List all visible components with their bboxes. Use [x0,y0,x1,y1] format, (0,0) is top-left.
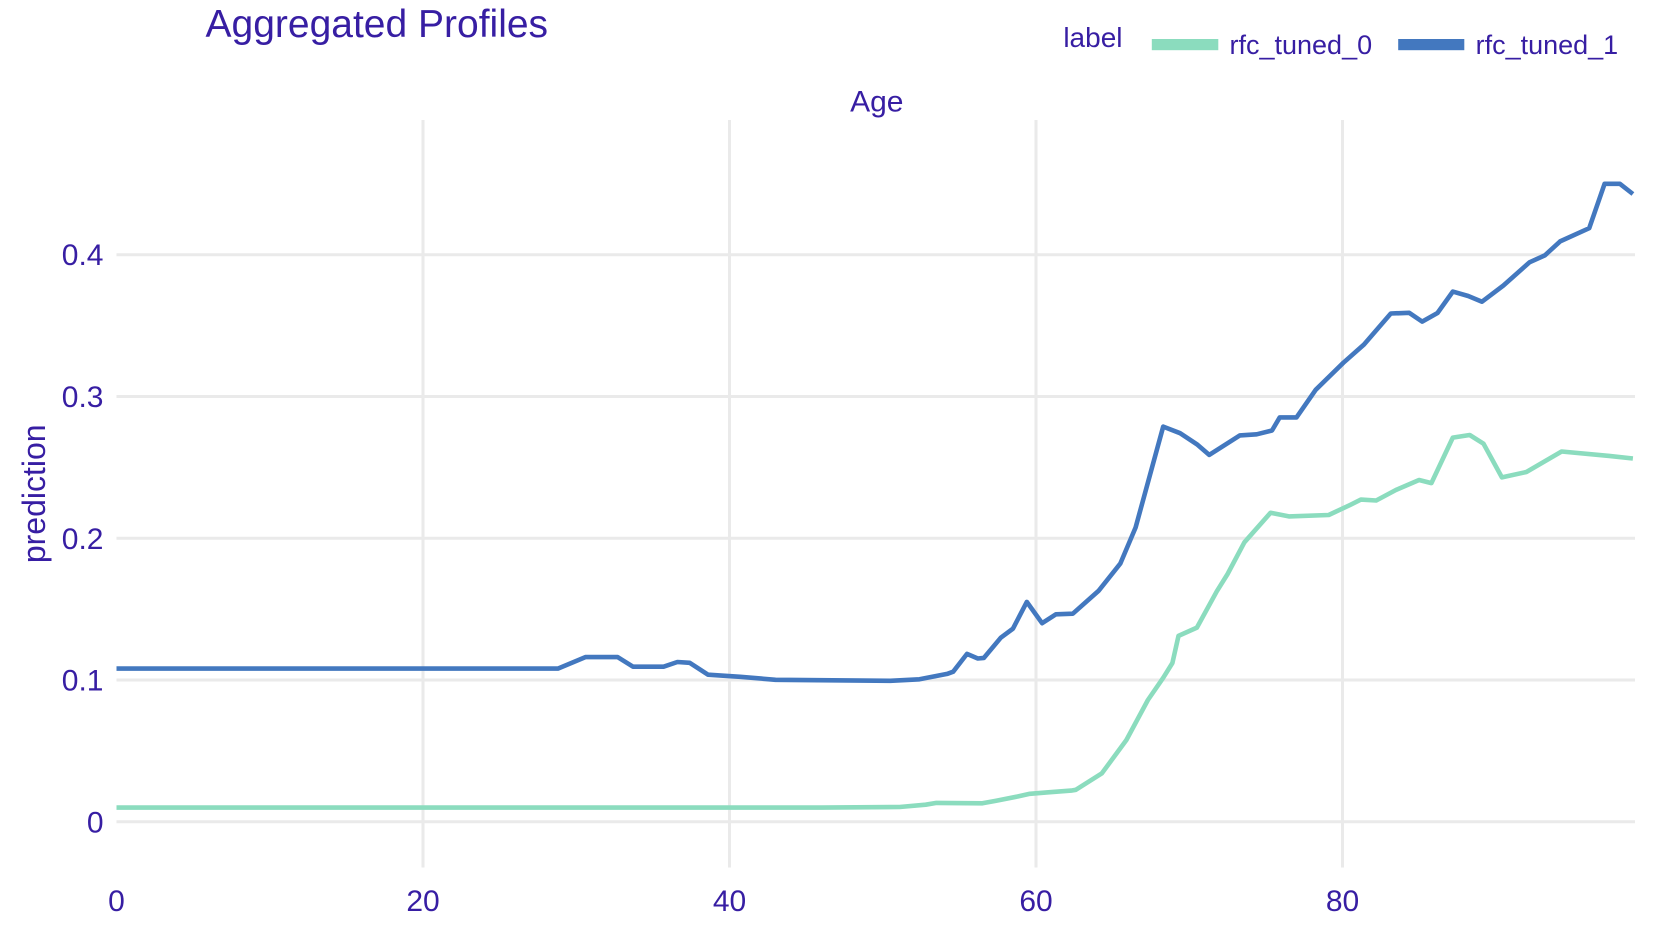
svg-text:80: 80 [1326,885,1359,918]
svg-text:Aggregated Profiles: Aggregated Profiles [206,3,549,46]
svg-text:label: label [1063,22,1122,53]
svg-text:Age: Age [850,86,903,119]
svg-text:0.1: 0.1 [62,665,104,698]
svg-text:0: 0 [87,806,104,839]
svg-text:0: 0 [108,885,125,918]
svg-text:rfc_tuned_1: rfc_tuned_1 [1476,30,1619,60]
svg-text:0.3: 0.3 [62,381,104,414]
svg-text:rfc_tuned_0: rfc_tuned_0 [1230,30,1373,60]
svg-text:prediction: prediction [16,424,52,563]
svg-text:0.2: 0.2 [62,523,104,556]
svg-text:0.4: 0.4 [62,239,104,272]
svg-text:20: 20 [406,885,439,918]
svg-text:40: 40 [713,885,746,918]
svg-text:60: 60 [1019,885,1052,918]
